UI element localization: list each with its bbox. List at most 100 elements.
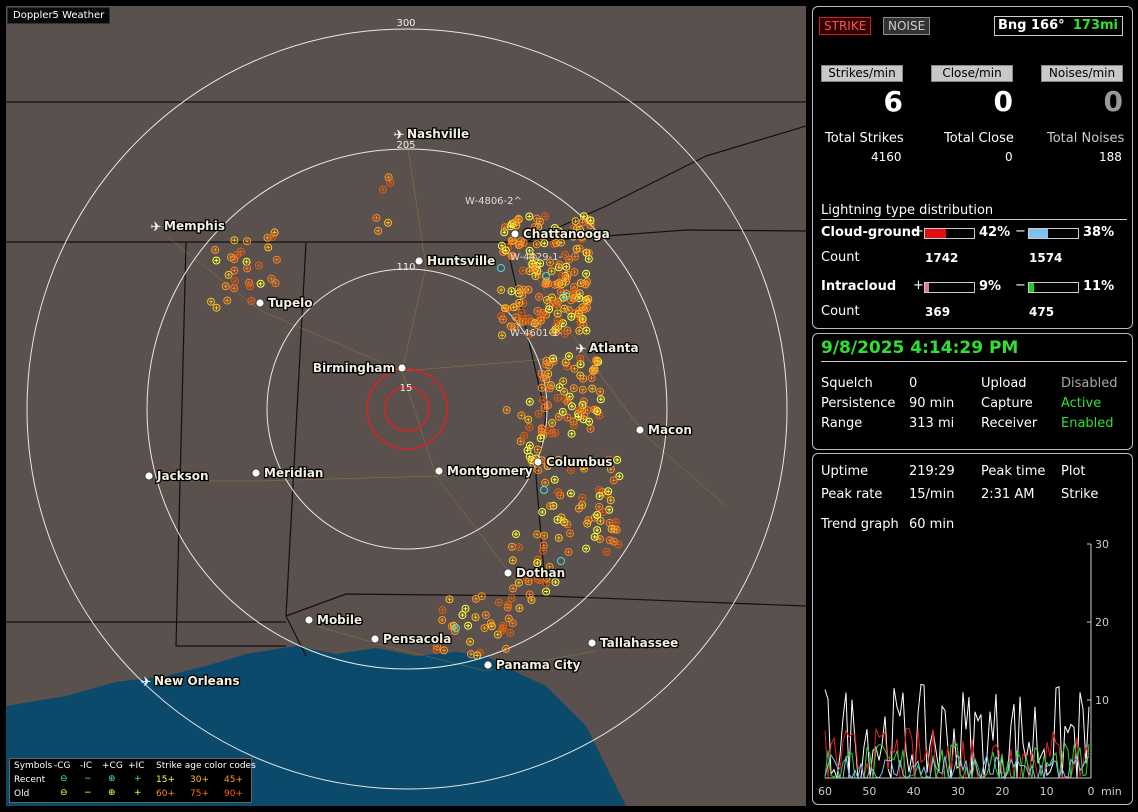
strike-marker-cross bbox=[483, 613, 488, 618]
strike-marker-cross bbox=[511, 305, 516, 310]
strike-marker-cross bbox=[556, 535, 561, 540]
strike-marker-cross bbox=[270, 234, 275, 239]
strike-marker bbox=[481, 611, 490, 620]
strike-marker-cross bbox=[569, 404, 574, 409]
airport-icon: ✈ bbox=[141, 675, 152, 690]
strike-marker-cross bbox=[506, 603, 510, 608]
legend-header-ncg: -CG bbox=[54, 761, 71, 771]
strike-marker-cross bbox=[545, 463, 550, 468]
strike-marker bbox=[565, 352, 573, 361]
strike-marker bbox=[507, 252, 516, 260]
trend-x-label: 50 bbox=[862, 785, 876, 798]
strike-marker-cross bbox=[555, 302, 560, 307]
strike-marker-cross bbox=[569, 314, 574, 319]
strike-marker bbox=[514, 241, 523, 249]
peak-rate-value: 15/min bbox=[909, 487, 955, 502]
ic-plus-count: 369 bbox=[925, 305, 951, 319]
strike-marker bbox=[493, 630, 502, 639]
strike-marker bbox=[523, 446, 532, 455]
strike-marker-cross bbox=[595, 358, 600, 363]
strike-marker-cross bbox=[592, 368, 597, 373]
status-panel: 9/8/2025 4:14:29 PM Squelch 0 Upload Dis… bbox=[812, 333, 1133, 450]
plot-value[interactable]: Strike bbox=[1061, 487, 1099, 502]
city-label: New Orleans bbox=[154, 674, 240, 688]
strike-marker-cross bbox=[386, 220, 391, 225]
strike-marker-cross bbox=[545, 298, 549, 302]
strike-marker bbox=[564, 548, 573, 556]
strike-marker-cross bbox=[553, 580, 558, 585]
legend-age-recent-1: 15+ bbox=[156, 775, 175, 785]
strike-marker-cross bbox=[572, 289, 577, 294]
strike-marker bbox=[554, 455, 563, 464]
strike-marker bbox=[458, 611, 467, 619]
noises-per-min-label: Noises/min bbox=[1041, 65, 1123, 82]
strike-marker-cross bbox=[223, 284, 228, 289]
range-ring-close bbox=[366, 368, 448, 450]
strike-marker bbox=[545, 384, 554, 393]
strike-marker bbox=[501, 223, 509, 232]
strike-marker-cross bbox=[520, 293, 525, 298]
strike-marker bbox=[542, 578, 551, 587]
strike-marker-cross bbox=[500, 333, 504, 338]
legend-symbols-label: Symbols bbox=[14, 761, 53, 771]
strike-marker-cross bbox=[535, 309, 540, 313]
strike-marker-cross bbox=[600, 510, 605, 515]
strike-marker bbox=[471, 613, 480, 622]
total-close-value: 0 bbox=[1005, 150, 1013, 164]
strike-marker bbox=[563, 520, 572, 529]
city-dot bbox=[370, 634, 380, 644]
strike-marker-cross bbox=[544, 580, 549, 585]
strike-marker bbox=[560, 329, 569, 338]
strike-marker bbox=[534, 409, 543, 418]
strike-marker-cross bbox=[235, 252, 240, 257]
strike-marker-cross bbox=[581, 376, 586, 381]
strike-marker-cross bbox=[552, 477, 557, 482]
strike-marker-cross bbox=[538, 436, 543, 441]
strike-marker-cross bbox=[571, 386, 576, 391]
strike-marker bbox=[580, 412, 588, 420]
strike-marker-cross bbox=[489, 624, 494, 629]
strike-marker bbox=[585, 417, 594, 426]
strike-marker bbox=[606, 465, 615, 474]
strike-marker bbox=[524, 314, 533, 323]
ic-minus-count: 475 bbox=[1029, 305, 1055, 319]
strike-marker-cross bbox=[559, 240, 563, 245]
strike-marker bbox=[533, 321, 542, 329]
strike-marker-cross bbox=[582, 414, 586, 418]
strike-marker-cross bbox=[518, 439, 523, 444]
strike-marker bbox=[530, 223, 539, 231]
strike-marker bbox=[542, 587, 551, 596]
strike-marker-recent bbox=[557, 557, 565, 565]
legend-recent-pcg-icon: ⊕ bbox=[108, 774, 116, 784]
strike-marker-cross bbox=[473, 596, 478, 601]
strike-marker-cross bbox=[538, 261, 543, 266]
noise-button[interactable]: NOISE bbox=[883, 17, 931, 35]
strike-marker-cross bbox=[597, 494, 602, 499]
strike-marker-cross bbox=[499, 243, 504, 248]
strike-marker bbox=[553, 300, 562, 309]
strike-marker-cross bbox=[549, 269, 554, 274]
strike-marker bbox=[582, 269, 591, 278]
strike-marker-cross bbox=[565, 415, 570, 420]
strike-marker bbox=[578, 315, 587, 323]
strike-marker-cross bbox=[214, 305, 219, 310]
strike-marker bbox=[538, 508, 547, 516]
strike-marker-cross bbox=[535, 447, 540, 452]
strike-marker-cross bbox=[522, 433, 527, 438]
strike-marker-cross bbox=[527, 214, 532, 219]
strike-button[interactable]: STRIKE bbox=[819, 17, 872, 35]
strike-marker-cross bbox=[233, 279, 238, 284]
upload-label: Upload bbox=[981, 376, 1027, 391]
strike-marker bbox=[497, 286, 506, 294]
strike-marker-cross bbox=[510, 544, 514, 549]
legend-age-old-3: 90+ bbox=[224, 789, 243, 799]
strike-marker bbox=[212, 303, 221, 312]
strike-marker-cross bbox=[544, 362, 549, 367]
lightning-map[interactable]: 300 205 110 15 W-4806-2^ W-4429-1- W-4601-1- … bbox=[6, 6, 806, 806]
strike-marker-cross bbox=[595, 409, 600, 414]
strike-markers: W-4806-2^ W-4429-1- W-4601-1- bbox=[207, 173, 624, 660]
strike-marker-cross bbox=[503, 225, 507, 230]
noises-per-min-value: 0 bbox=[1103, 85, 1123, 118]
strike-marker-cross bbox=[606, 489, 611, 494]
